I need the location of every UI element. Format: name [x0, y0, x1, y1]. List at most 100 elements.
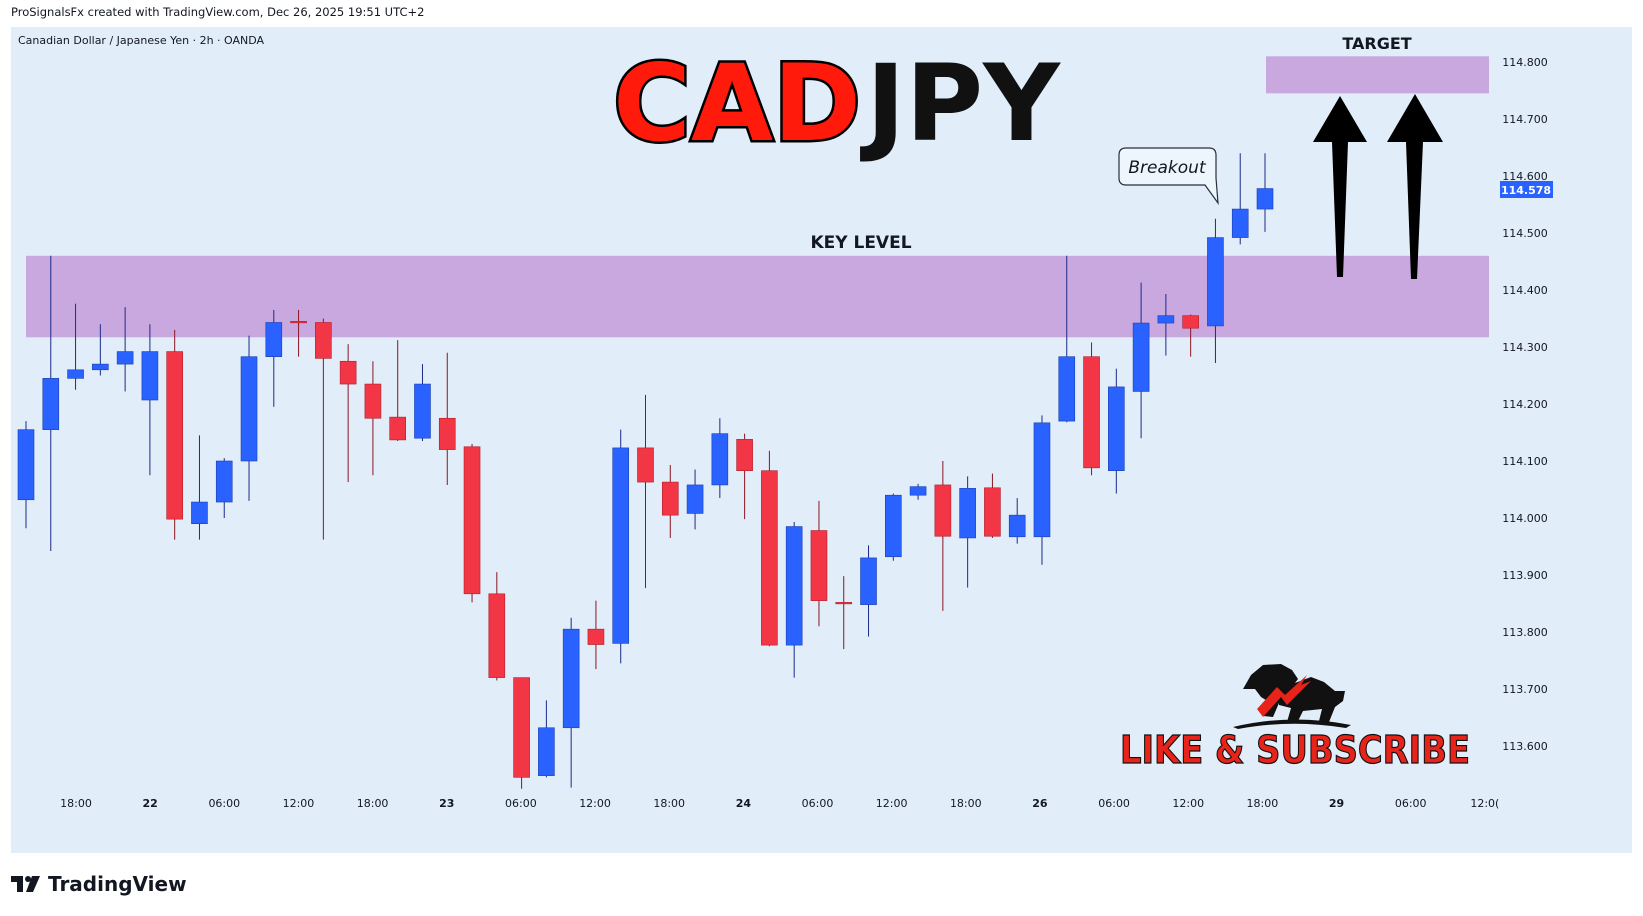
x-tick-label: 18:00 — [1247, 797, 1279, 810]
x-tick-label: 18:00 — [653, 797, 685, 810]
candle-body — [191, 501, 208, 525]
candle[interactable] — [17, 421, 35, 529]
y-tick-label: 114.000 — [1502, 512, 1548, 525]
candle[interactable] — [810, 500, 828, 627]
candle[interactable] — [1108, 368, 1125, 494]
x-tick-label: 29 — [1329, 797, 1344, 810]
candle[interactable] — [414, 364, 431, 442]
title-cad: CAD — [613, 42, 861, 165]
candle-body — [909, 486, 927, 496]
candle[interactable] — [1008, 498, 1026, 544]
x-tick-label: 12:00 — [876, 797, 908, 810]
candle[interactable] — [587, 600, 605, 670]
key-level-label: KEY LEVEL — [810, 233, 911, 253]
y-tick-label: 114.700 — [1502, 113, 1548, 126]
candle[interactable] — [1256, 153, 1274, 232]
y-tick-label: 113.700 — [1502, 683, 1548, 696]
x-tick-label: 06:00 — [1098, 797, 1130, 810]
candle[interactable] — [661, 464, 679, 538]
candle[interactable] — [463, 443, 481, 603]
candle[interactable] — [637, 394, 654, 589]
candle-body — [711, 433, 729, 486]
y-tick-label: 113.900 — [1502, 569, 1548, 582]
candle[interactable] — [1231, 153, 1249, 245]
title: CAD JPY — [611, 40, 1061, 168]
candle[interactable] — [686, 469, 704, 530]
candle[interactable] — [1182, 314, 1199, 357]
candle-body — [1132, 322, 1150, 392]
candle-body — [1008, 514, 1026, 538]
candle-body — [538, 727, 555, 776]
tradingview-logo-icon — [11, 876, 40, 892]
tradingview-brand[interactable]: TradingView — [11, 872, 187, 896]
candle[interactable] — [67, 303, 84, 390]
y-tick-label: 114.400 — [1502, 284, 1548, 297]
candle-body — [1058, 356, 1076, 422]
candle[interactable] — [290, 309, 307, 357]
candle[interactable] — [1058, 255, 1076, 423]
candle[interactable] — [562, 617, 580, 788]
candle[interactable] — [959, 476, 976, 588]
x-axis: 18:00 22 06:00 12:00 18:00 23 06:00 12:00 18:00 2… — [60, 797, 1499, 810]
candle-body — [736, 439, 753, 471]
candle-body — [934, 484, 952, 537]
candle[interactable] — [315, 318, 332, 540]
candle[interactable] — [1207, 218, 1224, 363]
like-subscribe-label: LIKE & SUBSCRIBE — [1120, 728, 1470, 772]
candle-body — [1231, 208, 1249, 238]
candle[interactable] — [909, 483, 927, 500]
candle[interactable] — [215, 458, 233, 518]
candle-body — [166, 351, 183, 520]
x-tick-label: 24 — [736, 797, 752, 810]
candle-body — [984, 487, 1001, 537]
candle-body — [17, 429, 35, 501]
candle-body — [1108, 386, 1125, 471]
candle-body — [761, 470, 778, 646]
candle[interactable] — [884, 493, 902, 561]
breakout-label: Breakout — [1128, 158, 1207, 178]
candle-body — [612, 447, 630, 644]
candle[interactable] — [513, 677, 530, 789]
candle[interactable] — [761, 450, 778, 647]
candle[interactable] — [736, 433, 753, 520]
candle[interactable] — [538, 700, 555, 778]
candle[interactable] — [166, 329, 183, 540]
candle[interactable] — [488, 572, 506, 681]
candle-body — [438, 417, 456, 450]
candle[interactable] — [92, 324, 109, 376]
candle-body — [637, 447, 654, 483]
target-label: TARGET — [1342, 34, 1411, 53]
candle[interactable] — [116, 307, 134, 392]
candle-body — [463, 446, 481, 595]
candle[interactable] — [1083, 342, 1100, 476]
chart-panel[interactable]: 114.800 114.700 114.600 114.500 114.400 114.3… — [11, 27, 1632, 853]
candle[interactable] — [438, 352, 456, 485]
candle[interactable] — [984, 473, 1001, 538]
up-arrow-icon — [1387, 94, 1443, 279]
candle[interactable] — [1132, 282, 1150, 439]
candle[interactable] — [339, 344, 357, 483]
y-tick-label: 114.300 — [1502, 341, 1548, 354]
candle[interactable] — [934, 461, 952, 611]
candle[interactable] — [265, 309, 283, 407]
candle[interactable] — [191, 435, 208, 540]
candle[interactable] — [785, 521, 803, 678]
candle[interactable] — [364, 361, 382, 476]
candle-body — [389, 416, 407, 441]
candle[interactable] — [711, 418, 729, 499]
candle[interactable] — [835, 576, 853, 650]
candle[interactable] — [389, 340, 407, 442]
candle[interactable] — [141, 324, 159, 476]
candle-body — [1207, 237, 1224, 327]
candle[interactable] — [1033, 415, 1051, 565]
candlestick-chart[interactable]: 114.800 114.700 114.600 114.500 114.400 114.3… — [11, 27, 1632, 853]
candle[interactable] — [860, 545, 877, 637]
title-jpy: JPY — [860, 42, 1061, 165]
candle[interactable] — [612, 429, 630, 664]
candle[interactable] — [1157, 293, 1175, 356]
candle[interactable] — [42, 255, 60, 552]
y-tick-label: 114.500 — [1502, 227, 1548, 240]
y-tick-label: 114.800 — [1502, 56, 1548, 69]
candles-layer — [17, 153, 1274, 789]
candle[interactable] — [240, 335, 258, 501]
